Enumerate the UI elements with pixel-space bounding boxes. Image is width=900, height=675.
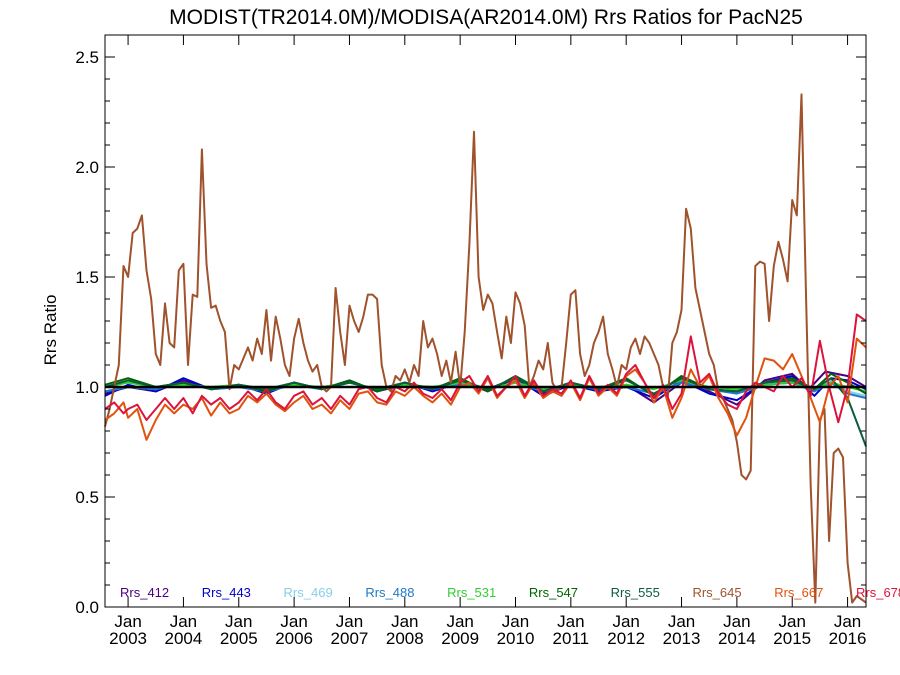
- legend-item-rrs-412: Rrs_412: [120, 585, 169, 600]
- y-tick-label: 2.5: [75, 48, 99, 67]
- y-tick-label: 1.5: [75, 268, 99, 287]
- x-tick-label-month: Jan: [170, 612, 197, 631]
- x-tick-label-year: 2004: [165, 629, 203, 648]
- series-line-rrs-555: [104, 377, 867, 447]
- series-layer: [104, 93, 867, 604]
- x-tick-label-year: 2016: [829, 629, 867, 648]
- x-tick-label-month: Jan: [391, 612, 418, 631]
- x-tick-label-year: 2015: [773, 629, 811, 648]
- x-tick-label-year: 2014: [718, 629, 756, 648]
- x-tick-label-year: 2013: [663, 629, 701, 648]
- x-tick-label-year: 2006: [275, 629, 313, 648]
- x-tick-label-month: Jan: [225, 612, 252, 631]
- legend-item-rrs-547: Rrs_547: [529, 585, 578, 600]
- legend-item-rrs-667: Rrs_667: [774, 585, 823, 600]
- x-tick-label-month: Jan: [779, 612, 806, 631]
- chart-title: MODIST(TR2014.0M)/MODISA(AR2014.0M) Rrs …: [169, 6, 803, 29]
- series-line-rrs-645: [104, 93, 867, 604]
- x-tick-label-month: Jan: [280, 612, 307, 631]
- legend-item-rrs-443: Rrs_443: [202, 585, 251, 600]
- plot-frame: [104, 34, 867, 608]
- x-tick-label-month: Jan: [446, 612, 473, 631]
- x-tick-label-month: Jan: [336, 612, 363, 631]
- x-tick-label-month: Jan: [557, 612, 584, 631]
- legend-item-rrs-531: Rrs_531: [447, 585, 496, 600]
- axis-ticks: 0.00.51.01.52.02.5Jan2003Jan2004Jan2005J…: [75, 35, 866, 648]
- x-tick-label-year: 2009: [441, 629, 479, 648]
- x-tick-label-year: 2007: [331, 629, 369, 648]
- x-tick-label-year: 2008: [386, 629, 424, 648]
- x-tick-label-month: Jan: [612, 612, 639, 631]
- y-tick-label: 2.0: [75, 158, 99, 177]
- x-tick-label-year: 2010: [497, 629, 535, 648]
- series-line-rrs-678: [104, 313, 867, 424]
- y-tick-label: 0.0: [75, 598, 99, 617]
- x-tick-label-year: 2003: [109, 629, 147, 648]
- x-tick-label-month: Jan: [114, 612, 141, 631]
- y-tick-label: 1.0: [75, 378, 99, 397]
- legend-item-rrs-555: Rrs_555: [611, 585, 660, 600]
- x-tick-label-month: Jan: [502, 612, 529, 631]
- y-axis-label: Rrs Ratio: [41, 295, 60, 366]
- x-tick-label-month: Jan: [723, 612, 750, 631]
- legend-item-rrs-488: Rrs_488: [365, 585, 414, 600]
- x-tick-label-year: 2005: [220, 629, 258, 648]
- x-tick-label-month: Jan: [668, 612, 695, 631]
- legend: Rrs_412 Rrs_443 Rrs_469 Rrs_488 Rrs_531 Rrs_5…: [120, 585, 900, 600]
- x-tick-label-year: 2012: [607, 629, 645, 648]
- x-tick-label-month: Jan: [834, 612, 861, 631]
- legend-item-rrs-678: Rrs_678: [856, 585, 900, 600]
- legend-item-rrs-469: Rrs_469: [284, 585, 333, 600]
- legend-item-rrs-645: Rrs_645: [692, 585, 741, 600]
- y-tick-label: 0.5: [75, 488, 99, 507]
- x-tick-label-year: 2011: [553, 629, 590, 648]
